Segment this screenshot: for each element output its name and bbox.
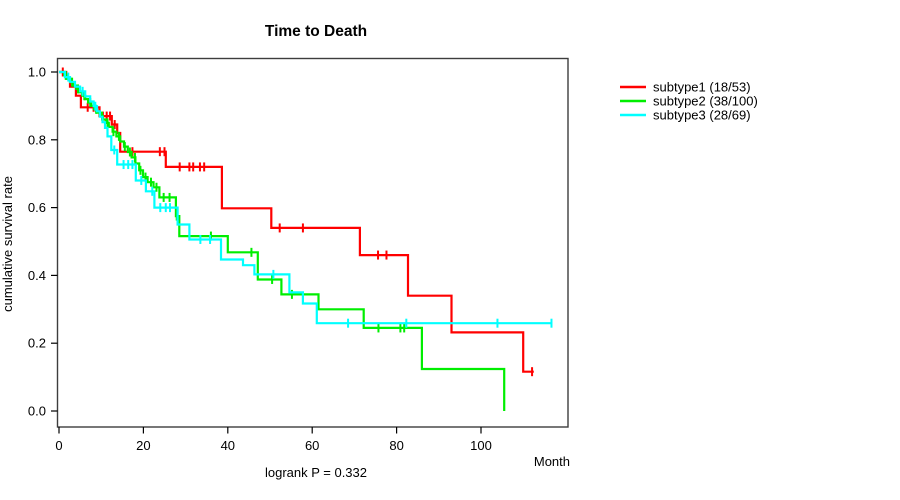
y-tick-label: 0.8 [28, 132, 46, 147]
x-tick-label: 100 [470, 438, 492, 453]
x-tick-label: 80 [389, 438, 403, 453]
legend-label-subtype3: subtype3 (28/69) [653, 108, 751, 123]
survival-curves [59, 67, 553, 411]
x-tick-label: 40 [221, 438, 235, 453]
y-axis-label: cumulative survival rate [0, 176, 15, 312]
axes: 0 20 40 60 80 100 0.0 0.2 0.4 0.6 0.8 1.0 [28, 65, 492, 454]
legend-item-subtype1: subtype1 (18/53) [620, 80, 751, 95]
y-tick-label: 0.2 [28, 336, 46, 351]
legend-item-subtype3: subtype3 (28/69) [620, 108, 751, 123]
x-tick-label: 20 [136, 438, 150, 453]
survival-curve-subtype3 [59, 70, 552, 325]
chart-title: Time to Death [265, 23, 367, 40]
y-tick-label: 0.0 [28, 404, 46, 419]
legend-label-subtype2: subtype2 (38/100) [653, 94, 758, 109]
logrank-annotation: logrank P = 0.332 [265, 465, 367, 480]
x-axis-label: Month [534, 454, 570, 469]
legend: subtype1 (18/53) subtype2 (38/100) subty… [620, 80, 758, 123]
y-tick-label: 0.6 [28, 200, 46, 215]
survival-curve-subtype1 [59, 70, 534, 373]
plot-frame [56, 57, 569, 428]
x-tick-label: 0 [55, 438, 62, 453]
x-tick-label: 60 [305, 438, 319, 453]
legend-label-subtype1: subtype1 (18/53) [653, 80, 751, 95]
survival-curve-subtype2 [59, 70, 506, 411]
legend-item-subtype2: subtype2 (38/100) [620, 94, 758, 109]
y-tick-label: 1.0 [28, 65, 46, 80]
y-tick-label: 0.4 [28, 268, 46, 283]
